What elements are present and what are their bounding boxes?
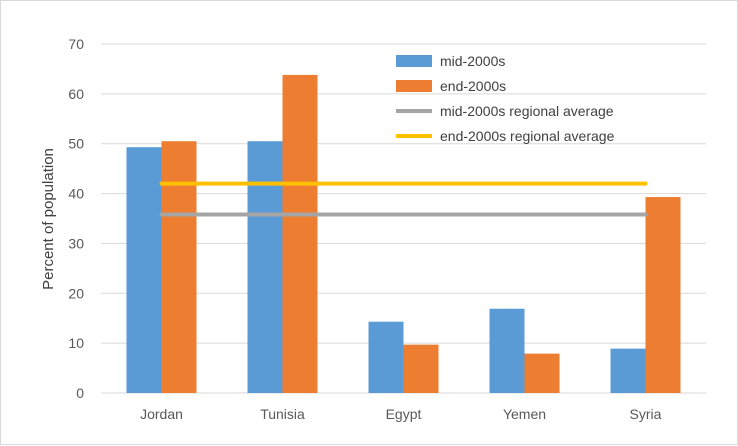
y-tick-label-70: 70	[68, 36, 84, 52]
bar-mid-2000s-syria	[610, 348, 646, 393]
bar-end-2000s-tunisia	[282, 74, 318, 393]
y-tick-label-20: 20	[68, 285, 84, 301]
y-axis-title: Percent of population	[40, 148, 57, 290]
bar-mid-2000s-egypt	[368, 321, 404, 393]
bars	[126, 74, 681, 393]
legend-label-mid-2000s: mid-2000s	[440, 53, 505, 69]
bar-end-2000s-syria	[645, 197, 681, 393]
bar-mid-2000s-jordan	[126, 147, 162, 393]
bar-mid-2000s-yemen	[489, 308, 525, 393]
bar-end-2000s-egypt	[403, 344, 439, 393]
legend-label-end-2000s-regional-average: end-2000s regional average	[440, 128, 615, 144]
y-tick-label-40: 40	[68, 186, 84, 202]
x-tick-label-tunisia: Tunisia	[260, 406, 305, 422]
y-tick-label-60: 60	[68, 86, 84, 102]
average-lines	[159, 181, 648, 217]
bar-mid-2000s-tunisia	[247, 141, 283, 393]
legend: mid-2000s end-2000s mid-2000s regional ave…	[396, 53, 615, 144]
x-tick-label-syria: Syria	[630, 406, 662, 422]
y-tick-label-0: 0	[76, 385, 84, 401]
y-tick-label-30: 30	[68, 235, 84, 251]
legend-label-mid-2000s-regional-average: mid-2000s regional average	[440, 103, 614, 119]
legend-swatch-end-2000s	[396, 80, 432, 92]
y-tick-label-50: 50	[68, 136, 84, 152]
bar-end-2000s-jordan	[161, 141, 197, 393]
x-tick-label-yemen: Yemen	[503, 406, 546, 422]
x-tick-label-egypt: Egypt	[386, 406, 422, 422]
legend-swatch-mid-2000s	[396, 55, 432, 67]
axes: 0 10 20 30 40 50 60 70 Jordan Tunisia Egypt Yemen Sy…	[68, 36, 661, 422]
bar-end-2000s-yemen	[524, 353, 560, 393]
x-tick-label-jordan: Jordan	[140, 406, 183, 422]
gridlines	[101, 43, 706, 394]
legend-label-end-2000s: end-2000s	[440, 78, 506, 94]
y-tick-label-10: 10	[68, 335, 84, 351]
